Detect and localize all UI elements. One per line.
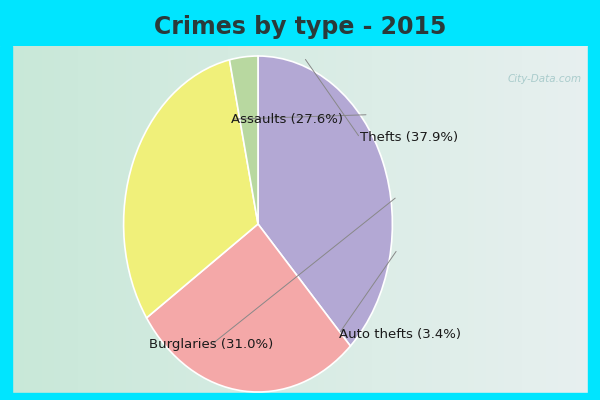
Bar [588, 46, 600, 400]
Text: City-Data.com: City-Data.com [508, 74, 582, 84]
Text: Auto thefts (3.4%): Auto thefts (3.4%) [338, 328, 461, 341]
Text: Thefts (37.9%): Thefts (37.9%) [360, 132, 458, 144]
Text: Assaults (27.6%): Assaults (27.6%) [231, 113, 343, 126]
Wedge shape [258, 56, 392, 346]
Text: Crimes by type - 2015: Crimes by type - 2015 [154, 15, 446, 39]
Bar [0, 46, 12, 400]
Text: Burglaries (31.0%): Burglaries (31.0%) [149, 338, 273, 352]
Bar [0, 393, 600, 400]
Wedge shape [146, 224, 350, 392]
Wedge shape [229, 56, 258, 224]
Wedge shape [124, 60, 258, 318]
